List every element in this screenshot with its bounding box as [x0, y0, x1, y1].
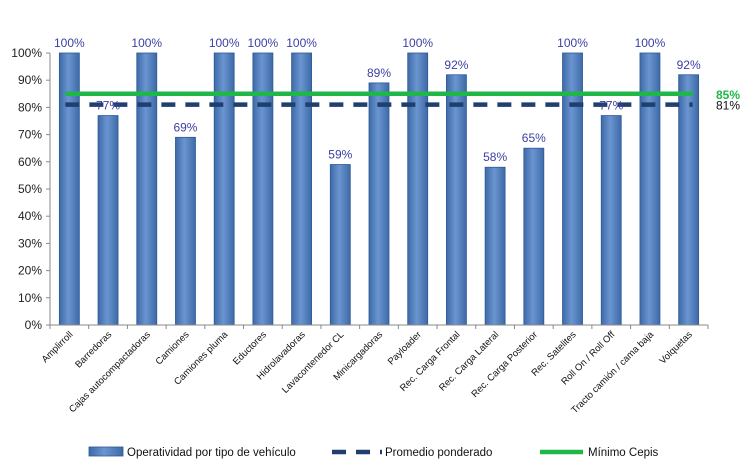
legend: Operatividad por tipo de vehículo Promedi…	[88, 446, 659, 459]
bar	[446, 74, 467, 326]
bar	[175, 136, 196, 326]
x-tick-label: Eductores	[231, 329, 269, 367]
data-label: 100%	[248, 36, 279, 50]
y-axis: 0% 10% 20% 30% 40% 50% 60% 70% 80% 90% 100%	[11, 46, 51, 332]
data-label: 77%	[96, 99, 120, 113]
data-label: 65%	[522, 131, 546, 145]
x-tick-label: Volquetas	[657, 329, 694, 366]
bar	[368, 82, 390, 326]
data-label: 100%	[209, 36, 240, 50]
data-label: 69%	[173, 120, 197, 134]
x-tick-label: Rec. Carga Posterior	[469, 329, 540, 400]
y-tick-label: 30%	[18, 236, 42, 250]
y-tick-label: 60%	[18, 155, 42, 169]
legend-swatch-bars	[88, 446, 124, 457]
data-label: 89%	[367, 66, 391, 80]
bar	[523, 147, 545, 326]
data-label: 59%	[328, 148, 352, 162]
x-tick-label: Camiones	[154, 329, 192, 367]
data-label: 77%	[599, 99, 623, 113]
y-tick-label: 80%	[18, 100, 42, 114]
bar	[484, 166, 506, 326]
data-label: 100%	[402, 36, 433, 50]
minimum-label: 85%	[716, 88, 740, 102]
data-label: 92%	[677, 58, 701, 72]
x-tick-label: Cajas autocompactadoras	[67, 329, 153, 415]
y-tick-label: 40%	[18, 209, 42, 223]
y-tick-label: 90%	[18, 73, 42, 87]
bar	[329, 164, 351, 326]
bar	[97, 115, 119, 326]
bar	[678, 74, 700, 326]
reference-lines: 81%85%	[65, 88, 740, 113]
y-tick-label: 100%	[11, 46, 42, 60]
legend-label-bars: Operatividad por tipo de vehículo	[127, 447, 296, 459]
data-label: 100%	[54, 36, 85, 50]
y-tick-label: 50%	[18, 182, 42, 196]
data-label: 92%	[444, 58, 468, 72]
x-tick-label: Amplirroll	[40, 329, 76, 365]
data-label: 58%	[483, 150, 507, 164]
data-label: 100%	[635, 36, 666, 50]
x-tick-label: Tracto camión / cama baja	[569, 329, 656, 416]
y-tick-label: 10%	[18, 291, 42, 305]
data-label: 100%	[131, 36, 162, 50]
average-label: 81%	[716, 99, 740, 113]
legend-label-minimum: Mínimo Cepis	[588, 447, 659, 459]
data-labels: 100% 77% 100% 69% 100% 100% 100% 59% 89% 100% 92% 5…	[54, 36, 701, 164]
data-label: 100%	[557, 36, 588, 50]
bar	[600, 115, 622, 326]
bars	[58, 52, 700, 326]
y-tick-label: 20%	[18, 264, 42, 278]
data-label: 100%	[286, 36, 317, 50]
x-tick-label: Payloader	[386, 329, 424, 367]
x-tick-label: Barredoras	[73, 329, 114, 370]
y-tick-label: 70%	[18, 128, 42, 142]
y-tick-label: 0%	[25, 318, 43, 332]
legend-label-average: Promedio ponderado	[385, 447, 492, 459]
